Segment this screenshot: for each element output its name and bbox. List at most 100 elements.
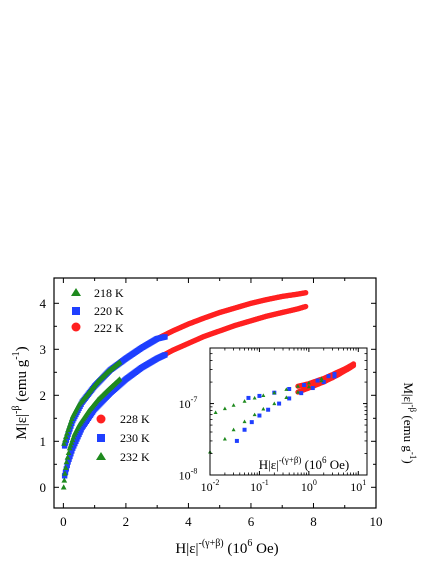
main-x-tick-label: 10 bbox=[370, 514, 383, 529]
main-x-tick-label: 4 bbox=[185, 514, 192, 529]
main-xlabel: H|ε|-(γ+β) (106 Oe) bbox=[175, 538, 278, 557]
inset-point-230k bbox=[249, 420, 254, 425]
inset-point-218k bbox=[319, 376, 324, 380]
inset-point-218k bbox=[261, 393, 266, 397]
inset-point-228k bbox=[350, 363, 357, 369]
main-point-218k bbox=[64, 430, 70, 436]
inset-point-232k bbox=[222, 436, 227, 441]
inset-point-232k bbox=[272, 401, 277, 406]
inset-ylabel-main: M|ε| bbox=[401, 382, 416, 404]
main-point-232k bbox=[67, 442, 74, 448]
main-ylabel-main: M|ε| bbox=[14, 414, 30, 440]
inset-point-218k bbox=[284, 387, 289, 391]
main-point-232k bbox=[63, 459, 70, 465]
main-point-232k bbox=[70, 434, 77, 440]
inset-ticks: 10-2 10-1 100 101 10-7 10-8 bbox=[179, 348, 367, 494]
main-point-220k bbox=[162, 334, 168, 340]
inset-point-230k bbox=[277, 401, 282, 406]
main-ylabel-sup: -β bbox=[11, 406, 22, 414]
main-point-232k bbox=[62, 464, 69, 470]
inset-point-232k bbox=[319, 378, 324, 383]
legend-label-220k: 220 K bbox=[94, 304, 124, 318]
inset-point-232k bbox=[242, 419, 247, 424]
inset-point-218k bbox=[231, 403, 236, 407]
inset-xlabel: H|ε|-(γ+β) (106 Oe) bbox=[259, 455, 350, 472]
legend-lower: 228 K 230 K 232 K bbox=[96, 412, 150, 464]
inset-xlabel-unit-end: Oe) bbox=[327, 457, 350, 472]
main-point-218k bbox=[116, 359, 123, 365]
inset-point-230k bbox=[287, 396, 292, 401]
inset-point-232k bbox=[306, 384, 311, 389]
inset-point-230k bbox=[310, 386, 315, 391]
main-point-232k bbox=[64, 454, 71, 460]
inset-xlabel-unit: (10 bbox=[305, 457, 322, 472]
main-point-232k bbox=[60, 484, 67, 490]
main-y-tick-label: 2 bbox=[40, 388, 47, 403]
inset-point-232k bbox=[252, 412, 257, 417]
main-ylabel-unit: (emu g bbox=[14, 359, 30, 402]
main-xlabel-unit: (10 bbox=[227, 541, 247, 557]
inset-point-220k bbox=[326, 374, 331, 379]
inset-x-tick-label: 10-2 bbox=[201, 478, 220, 494]
inset-point-232k bbox=[284, 395, 289, 399]
inset-point-230k bbox=[242, 427, 247, 432]
main-point-218k bbox=[62, 437, 68, 443]
main-point-230k bbox=[64, 462, 70, 469]
main-point-230k bbox=[162, 352, 168, 358]
main-x-tick-label: 6 bbox=[248, 514, 255, 529]
inset-point-220k bbox=[332, 371, 337, 376]
inset-point-218k bbox=[252, 395, 257, 400]
main-xlabel-main: H|ε| bbox=[175, 541, 198, 557]
main-point-232k bbox=[61, 477, 68, 483]
inset-data-points bbox=[208, 361, 357, 454]
inset-point-230k bbox=[332, 374, 337, 379]
inset-point-230k bbox=[299, 391, 304, 396]
inset-point-230k bbox=[266, 407, 271, 412]
main-point-228k bbox=[302, 303, 309, 310]
main-xlabel-sup: -(γ+β) bbox=[199, 538, 224, 549]
main-point-218k bbox=[68, 418, 74, 424]
main-point-232k bbox=[116, 376, 123, 382]
main-point-230k bbox=[69, 448, 75, 454]
inset-point-220k bbox=[287, 386, 292, 391]
legend-label-232k: 232 K bbox=[120, 450, 150, 464]
inset-plot-frame bbox=[209, 347, 368, 476]
inset-x-tick-label: 100 bbox=[301, 478, 317, 494]
legend-label-218k: 218 K bbox=[94, 286, 124, 300]
inset-ylabel-unit: (emu g bbox=[401, 415, 416, 452]
main-point-232k bbox=[68, 439, 75, 445]
legend-marker-230k bbox=[97, 434, 105, 442]
main-xlabel-unit-sup: 6 bbox=[247, 538, 252, 549]
main-point-220k bbox=[61, 443, 68, 449]
inset-y-tick-label: 10-7 bbox=[179, 395, 198, 411]
inset-xlabel-sup: -(γ+β) bbox=[279, 455, 302, 465]
inset-point-232k bbox=[295, 389, 300, 394]
legend-upper: 218 K 220 K 222 K bbox=[71, 286, 124, 335]
main-point-218k bbox=[63, 433, 69, 439]
main-point-232k bbox=[69, 436, 76, 443]
inset-ylabel-sup: -β bbox=[408, 405, 418, 413]
main-point-232k bbox=[62, 470, 68, 476]
inset-point-232k bbox=[261, 406, 266, 411]
inset-point-218k bbox=[295, 384, 300, 388]
main-x-tick-label: 0 bbox=[60, 514, 67, 529]
main-point-218k bbox=[61, 440, 67, 446]
inset-point-230k bbox=[234, 438, 239, 443]
main-y-tick-label: 4 bbox=[40, 296, 47, 311]
main-data-points bbox=[60, 290, 309, 490]
main-y-tick-label: 1 bbox=[40, 434, 47, 449]
inset-ylabel-unit-end: ) bbox=[401, 459, 416, 463]
main-point-230k bbox=[67, 453, 73, 460]
inset-point-218k bbox=[242, 399, 247, 403]
main-ylabel: M|ε|-β (emu g-1) bbox=[11, 346, 30, 439]
legend-label-222k: 222 K bbox=[94, 321, 124, 335]
inset-point-218k bbox=[306, 380, 311, 385]
main-ylabel-unit-end: ) bbox=[14, 346, 30, 351]
inset-point-220k bbox=[315, 378, 320, 383]
legend-marker-222k bbox=[71, 322, 81, 332]
main-point-218k bbox=[65, 426, 71, 433]
inset-x-tick-label: 101 bbox=[350, 478, 366, 494]
inset-point-232k bbox=[231, 427, 236, 432]
